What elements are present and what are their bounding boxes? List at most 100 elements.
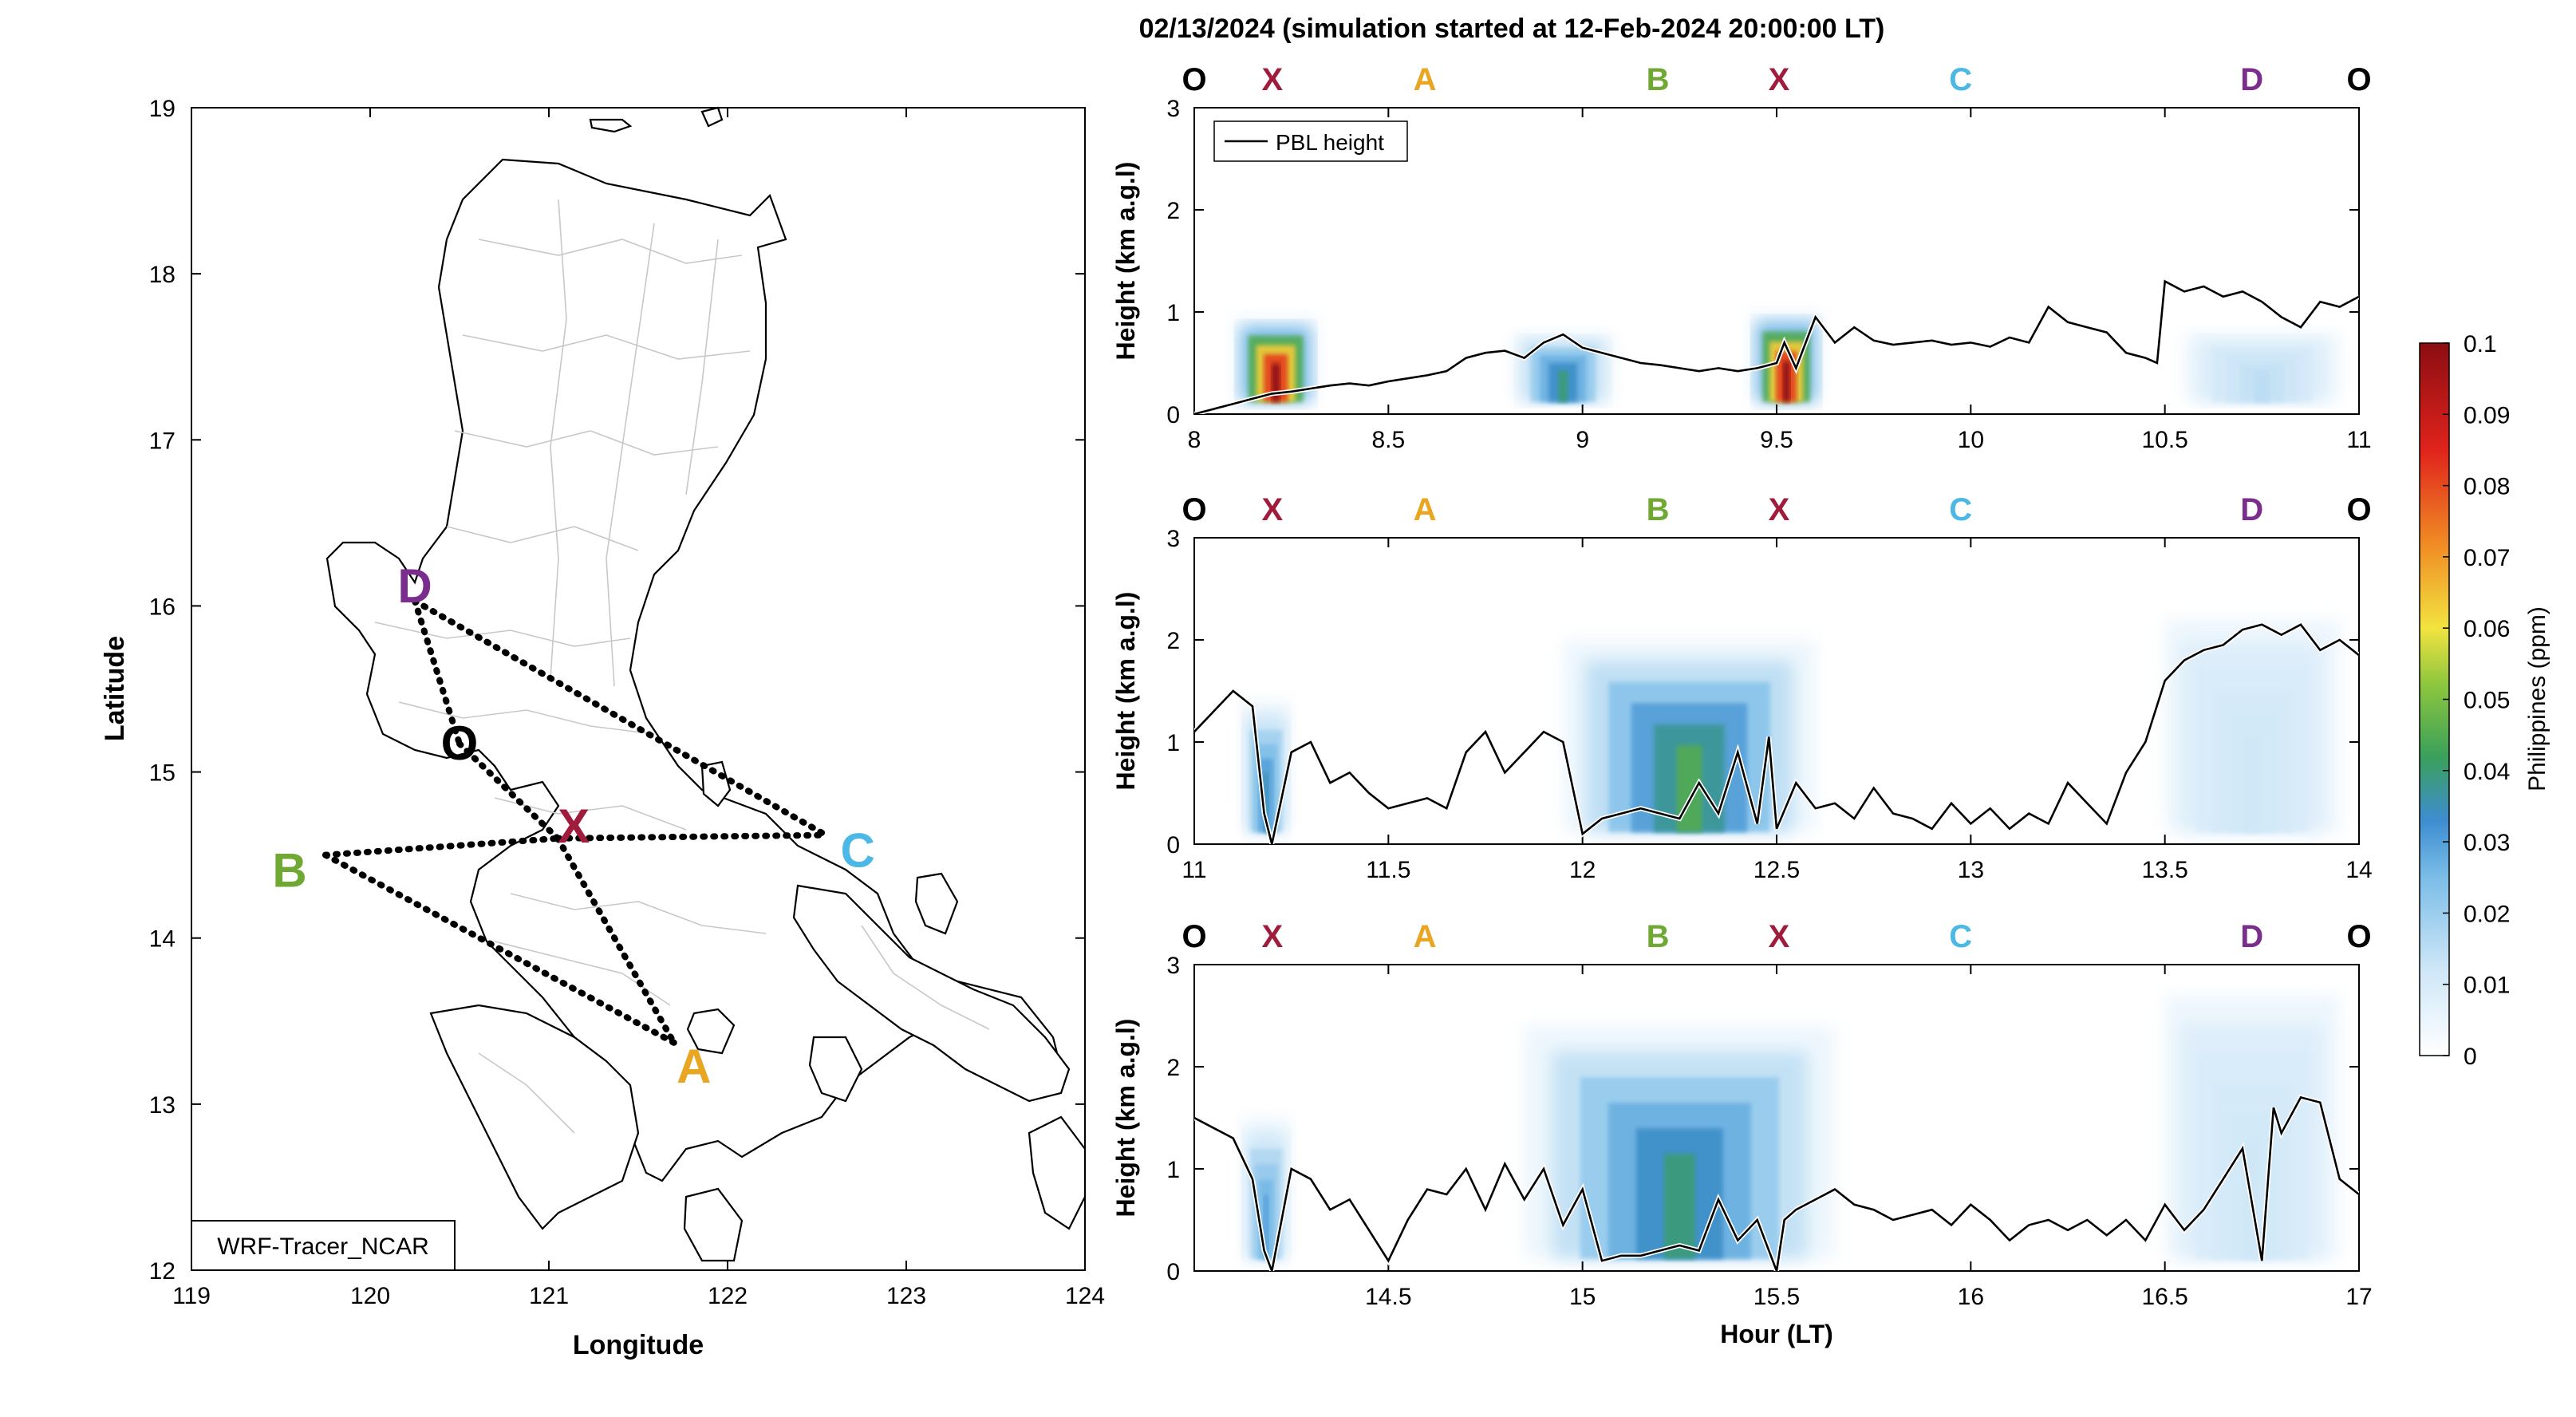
colorbar-tick-label: 0.04 [2464,759,2510,785]
colorbar-tick-label: 0.06 [2464,616,2510,642]
colorbar-ticks: 0 0.01 0.02 0.03 0.04 0.05 0.06 0.07 0.08 0.09 0.1 [2443,331,2510,1070]
colorbar-tick-label: 0.07 [2464,545,2510,571]
colorbar-tick-label: 0.09 [2464,402,2510,428]
map-ytick-label: 18 [149,262,176,288]
plume-2 [1513,332,1614,402]
panel-xtick-label: 8 [1188,427,1201,453]
plume-2 [1524,1025,1835,1259]
map-xtick-label: 120 [350,1283,390,1309]
segment-label-o: O [2346,919,2371,954]
plume-layer [1263,772,1269,832]
plume-3 [2164,619,2340,832]
panel-xtick-label: 15 [1569,1284,1596,1310]
map-xtick-label: 123 [886,1283,926,1309]
panay-edge-landmass [683,1187,744,1262]
panel-xtick-label: 16 [1958,1284,1984,1310]
panel-xtick-label: 13 [1958,857,1984,883]
map-transect-lines [322,598,830,1046]
colorbar-label: Philippines (ppm) [2524,606,2550,791]
panel-ytick-label: 2 [1166,1055,1180,1081]
panel-xlabel: Hour (LT) [1720,1320,1833,1348]
model-label-box: WRF-Tracer_NCAR [191,1220,456,1271]
map-ytick-label: 15 [149,760,176,787]
legend-label: PBL height [1276,130,1384,155]
transect-line-b-a [322,851,677,1046]
colorbar-tick-label: 0.01 [2464,973,2510,999]
panel-1: 0 1 2 3 8 8.5 9 9.5 10 10.5 11 O X A B X C D O Height (km a… [1111,62,2372,453]
map-ytick-label: 14 [149,926,176,953]
segment-label-d: D [2240,62,2263,97]
panel-ylabel: Height (km a.g.l) [1111,592,1140,791]
concentration-field [1233,312,2340,402]
map-point-o: O [441,716,479,770]
map-axes-frame [191,107,1086,1271]
map-ytick-label: 16 [149,594,176,620]
plume-3 [1749,312,1824,402]
panel-xtick-label: 12.5 [1753,857,1800,883]
plume-layer [1271,363,1280,402]
segment-label-o: O [1181,62,1206,97]
babuyan-island-2 [700,106,724,128]
panel-xtick-label: 9 [1576,427,1589,453]
segment-label-x: X [1769,62,1790,97]
segment-label-a: A [1414,919,1437,954]
segment-label-c: C [1949,492,1972,527]
panel-xtick-label: 13.5 [2141,857,2187,883]
panel-ytick-label: 3 [1166,953,1180,979]
segment-label-a: A [1414,62,1437,97]
map-point-x: X [558,799,590,853]
panel-xtick-label: 14.5 [1365,1284,1411,1310]
panel-ytick-label: 2 [1166,628,1180,654]
segment-label-o: O [2346,62,2371,97]
panel-xtick-label: 16.5 [2141,1284,2187,1310]
figure-title: 02/13/2024 (simulation started at 12-Feb… [1139,14,1885,44]
map-ticks: 119 120 121 122 123 124 12 13 14 15 16 17 18 19 [149,96,1105,1309]
segment-label-b: B [1647,919,1670,954]
plume-layer [1782,361,1790,402]
masbate-landmass [808,1036,863,1103]
panel-ytick-label: 0 [1166,832,1180,858]
pbl-height-line [1194,279,2359,414]
map-point-labels: D O X C B A [272,559,875,1093]
transect-line-x-c [554,831,830,842]
map-panel: 119 120 121 122 123 124 12 13 14 15 16 17 18 19 D O X C B… [100,96,1105,1360]
catanduanes-landmass [914,872,959,935]
map-ytick-label: 19 [149,96,176,122]
plume-4 [2184,332,2340,402]
panel-ytick-label: 1 [1166,1157,1180,1183]
map-land [325,106,1087,1262]
segment-label-c: C [1949,62,1972,97]
segment-label-x: X [1769,492,1790,527]
colorbar-tick-label: 0.02 [2464,901,2510,927]
colorbar-tick-label: 0.05 [2464,688,2510,714]
panel-ytick-label: 1 [1166,730,1180,756]
panel-xtick-label: 12 [1569,857,1596,883]
pbl-height-line [1194,623,2359,844]
segment-label-c: C [1949,919,1972,954]
panel-xtick-label: 14 [2345,857,2372,883]
map-point-b: B [272,844,306,898]
pbl-height-line [1194,1095,2359,1271]
segment-label-x: X [1261,492,1283,527]
babuyan-island-1 [589,118,633,133]
map-ytick-label: 17 [149,428,176,454]
segment-label-d: D [2240,492,2263,527]
map-admin-boundaries [374,199,990,1134]
segment-label-o: O [1181,492,1206,527]
map-xtick-label: 124 [1065,1283,1105,1309]
transect-line-x-a [554,835,677,1046]
bicol-landmass [792,884,1071,1103]
plume-layer [1663,1154,1695,1259]
panel-ytick-label: 3 [1166,526,1180,552]
panel-ytick-label: 2 [1166,198,1180,224]
panel-ylabel: Height (km a.g.l) [1111,1019,1140,1218]
segment-label-a: A [1414,492,1437,527]
panel-xtick-label: 11 [1181,857,1206,883]
panel-3: 0 1 2 3 14.5 15 15.5 16 16.5 17 O X A B X C D O Height (km… [1111,919,2373,1348]
plume-layer [1263,1195,1269,1259]
map-xlabel: Longitude [573,1330,704,1360]
colorbar-tick-label: 0.03 [2464,830,2510,856]
concentration-field [1241,619,2340,832]
